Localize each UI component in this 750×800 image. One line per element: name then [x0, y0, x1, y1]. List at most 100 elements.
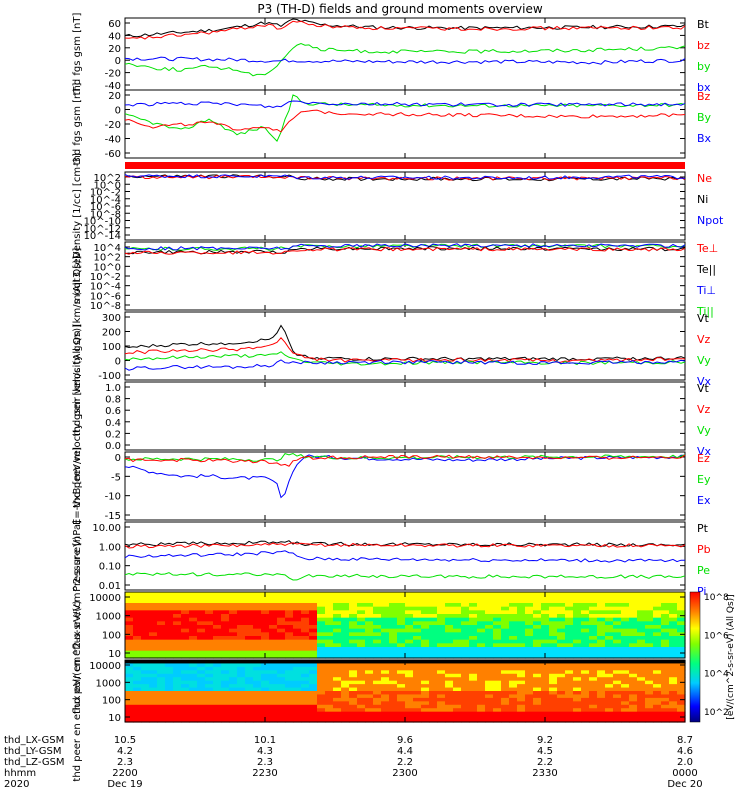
series-Ez	[124, 454, 686, 467]
y-tick-label: 10^-6	[90, 202, 121, 213]
legend-entry: Te⊥	[696, 242, 718, 255]
y-tick-label: 0.2	[105, 429, 121, 440]
y-tick-label: 100	[102, 342, 121, 353]
y-tick-label: 10^-14	[84, 231, 121, 242]
y-tick-label: 10^-12	[84, 224, 121, 235]
legend-entry: Bx	[697, 132, 712, 145]
panel-frame	[124, 311, 686, 381]
y-tick-label: 10	[108, 713, 121, 724]
y-tick-label: 0	[115, 56, 121, 67]
y-tick-label: 0	[115, 453, 121, 464]
y-tick-label: 300	[102, 313, 121, 324]
legend-entry: Vt	[697, 382, 710, 395]
series-Ex	[124, 454, 685, 499]
x-tick-value: 2.0	[677, 757, 693, 768]
y-tick-label: 10^0	[94, 180, 121, 191]
y-tick-label: 1000	[96, 612, 121, 623]
legend-entry: Pe	[697, 564, 710, 577]
colorbar-tick: 10^6	[704, 631, 729, 641]
y-tick-label: 20	[108, 44, 121, 55]
x-tick-value: 0000	[672, 768, 697, 779]
legend-entry: Ni	[697, 193, 708, 206]
y-tick-label: 0.8	[105, 395, 121, 406]
y-tick-label: -40	[105, 81, 121, 92]
x-tick-value: 4.2	[117, 746, 133, 757]
y-tick-label: 10^2	[94, 173, 121, 184]
y-tick-label: 10^-4	[90, 282, 121, 293]
colorbar-tick: 10^2	[704, 708, 729, 718]
legend-entry: bz	[697, 39, 710, 52]
series-Vt	[124, 324, 686, 362]
y-tick-label: 0.4	[105, 418, 121, 429]
x-date-end: Dec 20	[667, 779, 702, 790]
legend-entry: Pb	[697, 543, 711, 556]
colorbar-tick: 10^8	[704, 593, 729, 603]
legend-entry: Ey	[697, 473, 711, 486]
y-tick-label: 0.01	[99, 581, 121, 592]
colorbar-scale	[689, 591, 701, 723]
legend-entry: bx	[697, 81, 711, 94]
y-tick-label: 10000	[89, 661, 121, 672]
y-axis-label: Pressure [nPa]	[72, 520, 83, 592]
y-tick-label: 10^2	[94, 253, 121, 264]
y-tick-label: 200	[102, 328, 121, 339]
panel-6: 1.00.80.60.40.20.0 thd peer velocity gsm …	[72, 324, 712, 508]
y-tick-label: 10^0	[94, 262, 121, 273]
y-tick-label: -60	[105, 149, 121, 160]
legend-entry: Pt	[697, 522, 709, 535]
panel-5: 300 200 100 0 -100 thd peir velocity gsm [km/…	[72, 256, 712, 437]
legend-entry: Ne	[697, 172, 712, 185]
x-tick-value: 9.6	[397, 735, 413, 746]
y-tick-label: 0	[115, 357, 121, 368]
x-date-start: Dec 19	[107, 779, 142, 790]
y-tick-label: 10000	[89, 593, 121, 604]
x-row-label: thd_LZ-GSM	[4, 757, 65, 768]
series-Bz	[124, 109, 686, 133]
panel-7: 0 -5 -10 -15 E=-VxB [mV/m] Ez Ey Ex	[72, 447, 711, 525]
y-tick-label: -20	[105, 120, 121, 131]
panel-4: 10^410^210^010^-210^-410^-610^-8 moqt3 [e…	[72, 241, 718, 318]
panel-frame	[124, 381, 686, 451]
legend-entry: Npot	[697, 214, 724, 227]
y-tick-label: -5	[111, 472, 121, 483]
panel-8: 10.00 1.00 0.10 0.01 Pressure [nPa] Pt Pb Pe Pi	[72, 520, 711, 598]
legend-entry: Vz	[697, 333, 711, 346]
panel-3: 10^210^010^-210^-410^-610^-810^-1010^-12…	[72, 153, 724, 259]
y-axis-label: thd peer velocity gsm [km/s (All Qs)]	[72, 324, 83, 508]
legend-entry: Vx	[697, 445, 712, 458]
y-axis-label: Density [1/cc] [cm-3]	[72, 153, 83, 259]
legend-entry: By	[697, 111, 712, 124]
legend-entry: Vy	[697, 424, 711, 437]
series-Npot	[124, 173, 686, 180]
series-by	[124, 42, 686, 77]
panel-2	[125, 162, 685, 169]
y-tick-label: 10^-10	[84, 217, 121, 228]
x-tick-value: 8.7	[677, 735, 693, 746]
y-tick-label: 0.10	[99, 562, 121, 573]
legend-entry: Ex	[697, 494, 711, 507]
legend-entry: Vx	[697, 375, 712, 388]
x-tick-value: 2.2	[537, 757, 553, 768]
series-Bx	[124, 100, 686, 109]
y-tick-label: 10^-8	[90, 209, 121, 220]
x-row-label: hhmm	[4, 768, 36, 779]
panel-9: 10000 1000 100 10 thd peir en eflux eV/(cm^2…	[72, 536, 686, 714]
legend-entry: Vz	[697, 403, 711, 416]
x-tick-value: 10.5	[114, 735, 136, 746]
y-tick-label: 10	[108, 649, 121, 660]
x-tick-value: 4.5	[537, 746, 553, 757]
y-tick-label: 10.00	[92, 523, 121, 534]
panel-frame	[124, 521, 686, 591]
series-Ey	[124, 452, 686, 462]
y-tick-label: 40	[108, 31, 121, 42]
y-tick-label: 0.0	[105, 441, 121, 452]
series-Pi	[124, 550, 686, 563]
panel-frame	[124, 89, 686, 159]
x-tick-value: 4.4	[397, 746, 413, 757]
legend-entry: Ti⊥	[696, 284, 716, 297]
x-tick-value: 2200	[112, 768, 137, 779]
y-axis-label: thd peir velocity gsm [km/s (All Qs)]	[72, 256, 83, 437]
series-bx	[124, 56, 686, 65]
